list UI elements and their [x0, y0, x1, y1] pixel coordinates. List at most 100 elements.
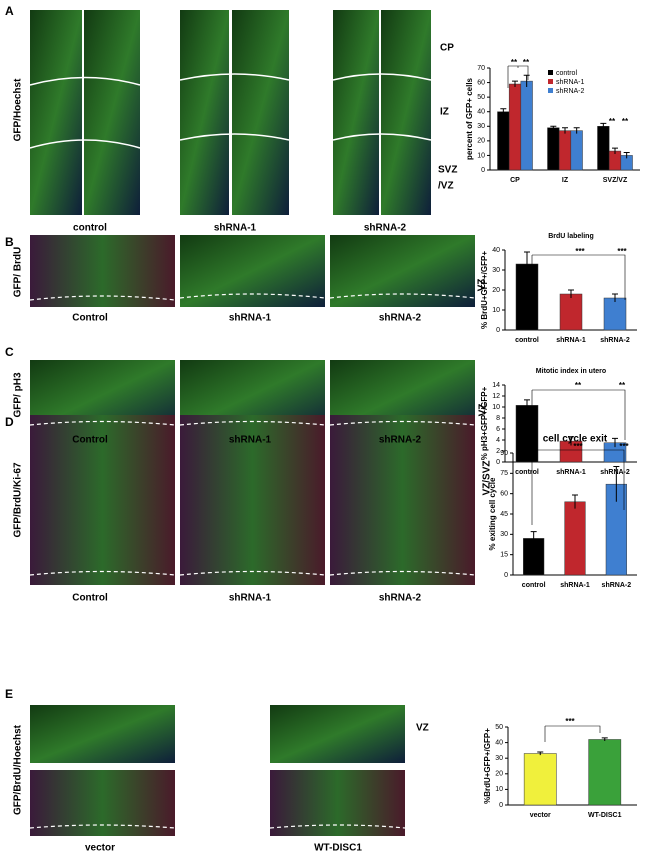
stain-label: GFP/ BrdU — [13, 247, 24, 298]
bracket — [531, 254, 626, 300]
x-tick-label: shRNA-2 — [600, 469, 630, 476]
bar — [523, 753, 557, 806]
condition-label: Control — [72, 435, 108, 446]
bar — [588, 739, 622, 806]
y-tick-label: 0 — [496, 459, 500, 466]
significance: *** — [619, 442, 629, 451]
region-label: /VZ — [438, 181, 454, 192]
bar — [515, 405, 539, 463]
condition-label: Control — [72, 313, 108, 324]
micrographs — [29, 10, 476, 836]
y-tick-label: 15 — [500, 552, 508, 559]
y-tick-label: 30 — [477, 123, 485, 130]
x-tick-label: shRNA-2 — [600, 337, 630, 344]
condition-label: vector — [85, 843, 115, 854]
condition-label: Control — [72, 593, 108, 604]
bracket — [544, 725, 601, 742]
significance: ** — [609, 117, 616, 126]
y-tick-label: 10 — [492, 307, 500, 314]
bar — [558, 130, 572, 171]
y-tick-label: 6 — [496, 426, 500, 433]
legend-label: control — [556, 70, 577, 77]
error-bar — [550, 125, 557, 130]
bar — [597, 126, 610, 171]
y-tick-label: 40 — [495, 739, 503, 746]
panel-letter: A — [5, 4, 14, 18]
significance: ** — [523, 58, 530, 67]
y-tick-label: 2 — [496, 448, 500, 455]
zone-label: VZ/SVZ — [482, 460, 493, 495]
significance: ** — [619, 381, 626, 390]
x-tick-label: shRNA-1 — [556, 469, 586, 476]
y-tick-label: 10 — [495, 786, 503, 793]
error-bar — [512, 80, 518, 87]
y-tick-label: 40 — [492, 247, 500, 254]
x-tick-label: shRNA-1 — [560, 582, 590, 589]
bar — [564, 501, 586, 576]
y-tick-label: 12 — [492, 393, 500, 400]
y-tick-label: 60 — [477, 79, 485, 86]
y-tick-label: 30 — [492, 267, 500, 274]
bracket — [531, 449, 625, 525]
error-bar — [601, 737, 608, 742]
y-tick-label: 20 — [477, 138, 485, 145]
bar — [520, 80, 533, 171]
y-tick-label: 50 — [495, 724, 503, 731]
panel-letter: B — [5, 235, 14, 249]
error-bar — [500, 108, 507, 115]
condition-label: shRNA-2 — [364, 223, 407, 234]
y-tick-label: 14 — [492, 382, 500, 389]
error-bar — [623, 152, 630, 159]
chart-title: cell cycle exit — [543, 434, 608, 445]
legend-swatch — [548, 88, 553, 93]
y-tick-label: 4 — [496, 437, 500, 444]
stain-label: GFP/ pH3 — [13, 372, 24, 417]
y-axis-label: %BrdU+GFP+/GFP+ — [483, 728, 492, 804]
condition-label: shRNA-1 — [229, 593, 272, 604]
x-tick-label: WT-DISC1 — [588, 812, 622, 819]
y-tick-label: 45 — [500, 511, 508, 518]
legend-swatch — [548, 70, 553, 75]
error-bar — [523, 74, 530, 87]
y-axis-label: % pH3+GFP+/GFP+ — [480, 386, 489, 460]
significance: ** — [575, 381, 582, 390]
bar — [603, 297, 627, 331]
x-tick-label: control — [515, 469, 539, 476]
region-label: CP — [440, 43, 454, 54]
condition-label: shRNA-1 — [229, 313, 272, 324]
y-tick-label: 0 — [496, 327, 500, 334]
condition-label: shRNA-1 — [214, 223, 257, 234]
y-tick-label: 30 — [500, 531, 508, 538]
zone-label: VZ — [478, 404, 489, 417]
condition-label: shRNA-2 — [379, 313, 422, 324]
y-axis-label: % exiting cell cycle — [488, 477, 497, 550]
y-axis-label: % BrdU+GFP+/GFP+ — [480, 251, 489, 329]
significance: *** — [575, 247, 585, 256]
bracket — [508, 65, 529, 80]
y-tick-label: 60 — [500, 491, 508, 498]
significance: ** — [511, 58, 518, 67]
legend-swatch — [548, 79, 553, 84]
bar — [508, 83, 522, 171]
y-tick-label: 40 — [477, 109, 485, 116]
y-tick-label: 20 — [495, 771, 503, 778]
y-tick-label: 50 — [477, 94, 485, 101]
x-tick-label: SVZ/VZ — [603, 177, 628, 184]
legend-label: shRNA-1 — [556, 79, 585, 86]
condition-label: shRNA-1 — [229, 435, 272, 446]
y-tick-label: 20 — [492, 287, 500, 294]
error-bar — [568, 289, 574, 298]
x-tick-label: shRNA-2 — [602, 582, 632, 589]
condition-label: control — [73, 223, 107, 234]
y-tick-label: 75 — [500, 470, 508, 477]
x-tick-label: IZ — [562, 177, 569, 184]
error-bar — [530, 531, 537, 546]
bar — [547, 127, 560, 171]
bracket — [531, 389, 626, 440]
panel-letter: C — [5, 345, 14, 359]
legend-label: shRNA-2 — [556, 88, 585, 95]
y-tick-label: 90 — [500, 450, 508, 457]
region-label: SVZ — [438, 165, 457, 176]
condition-label: shRNA-2 — [379, 435, 422, 446]
